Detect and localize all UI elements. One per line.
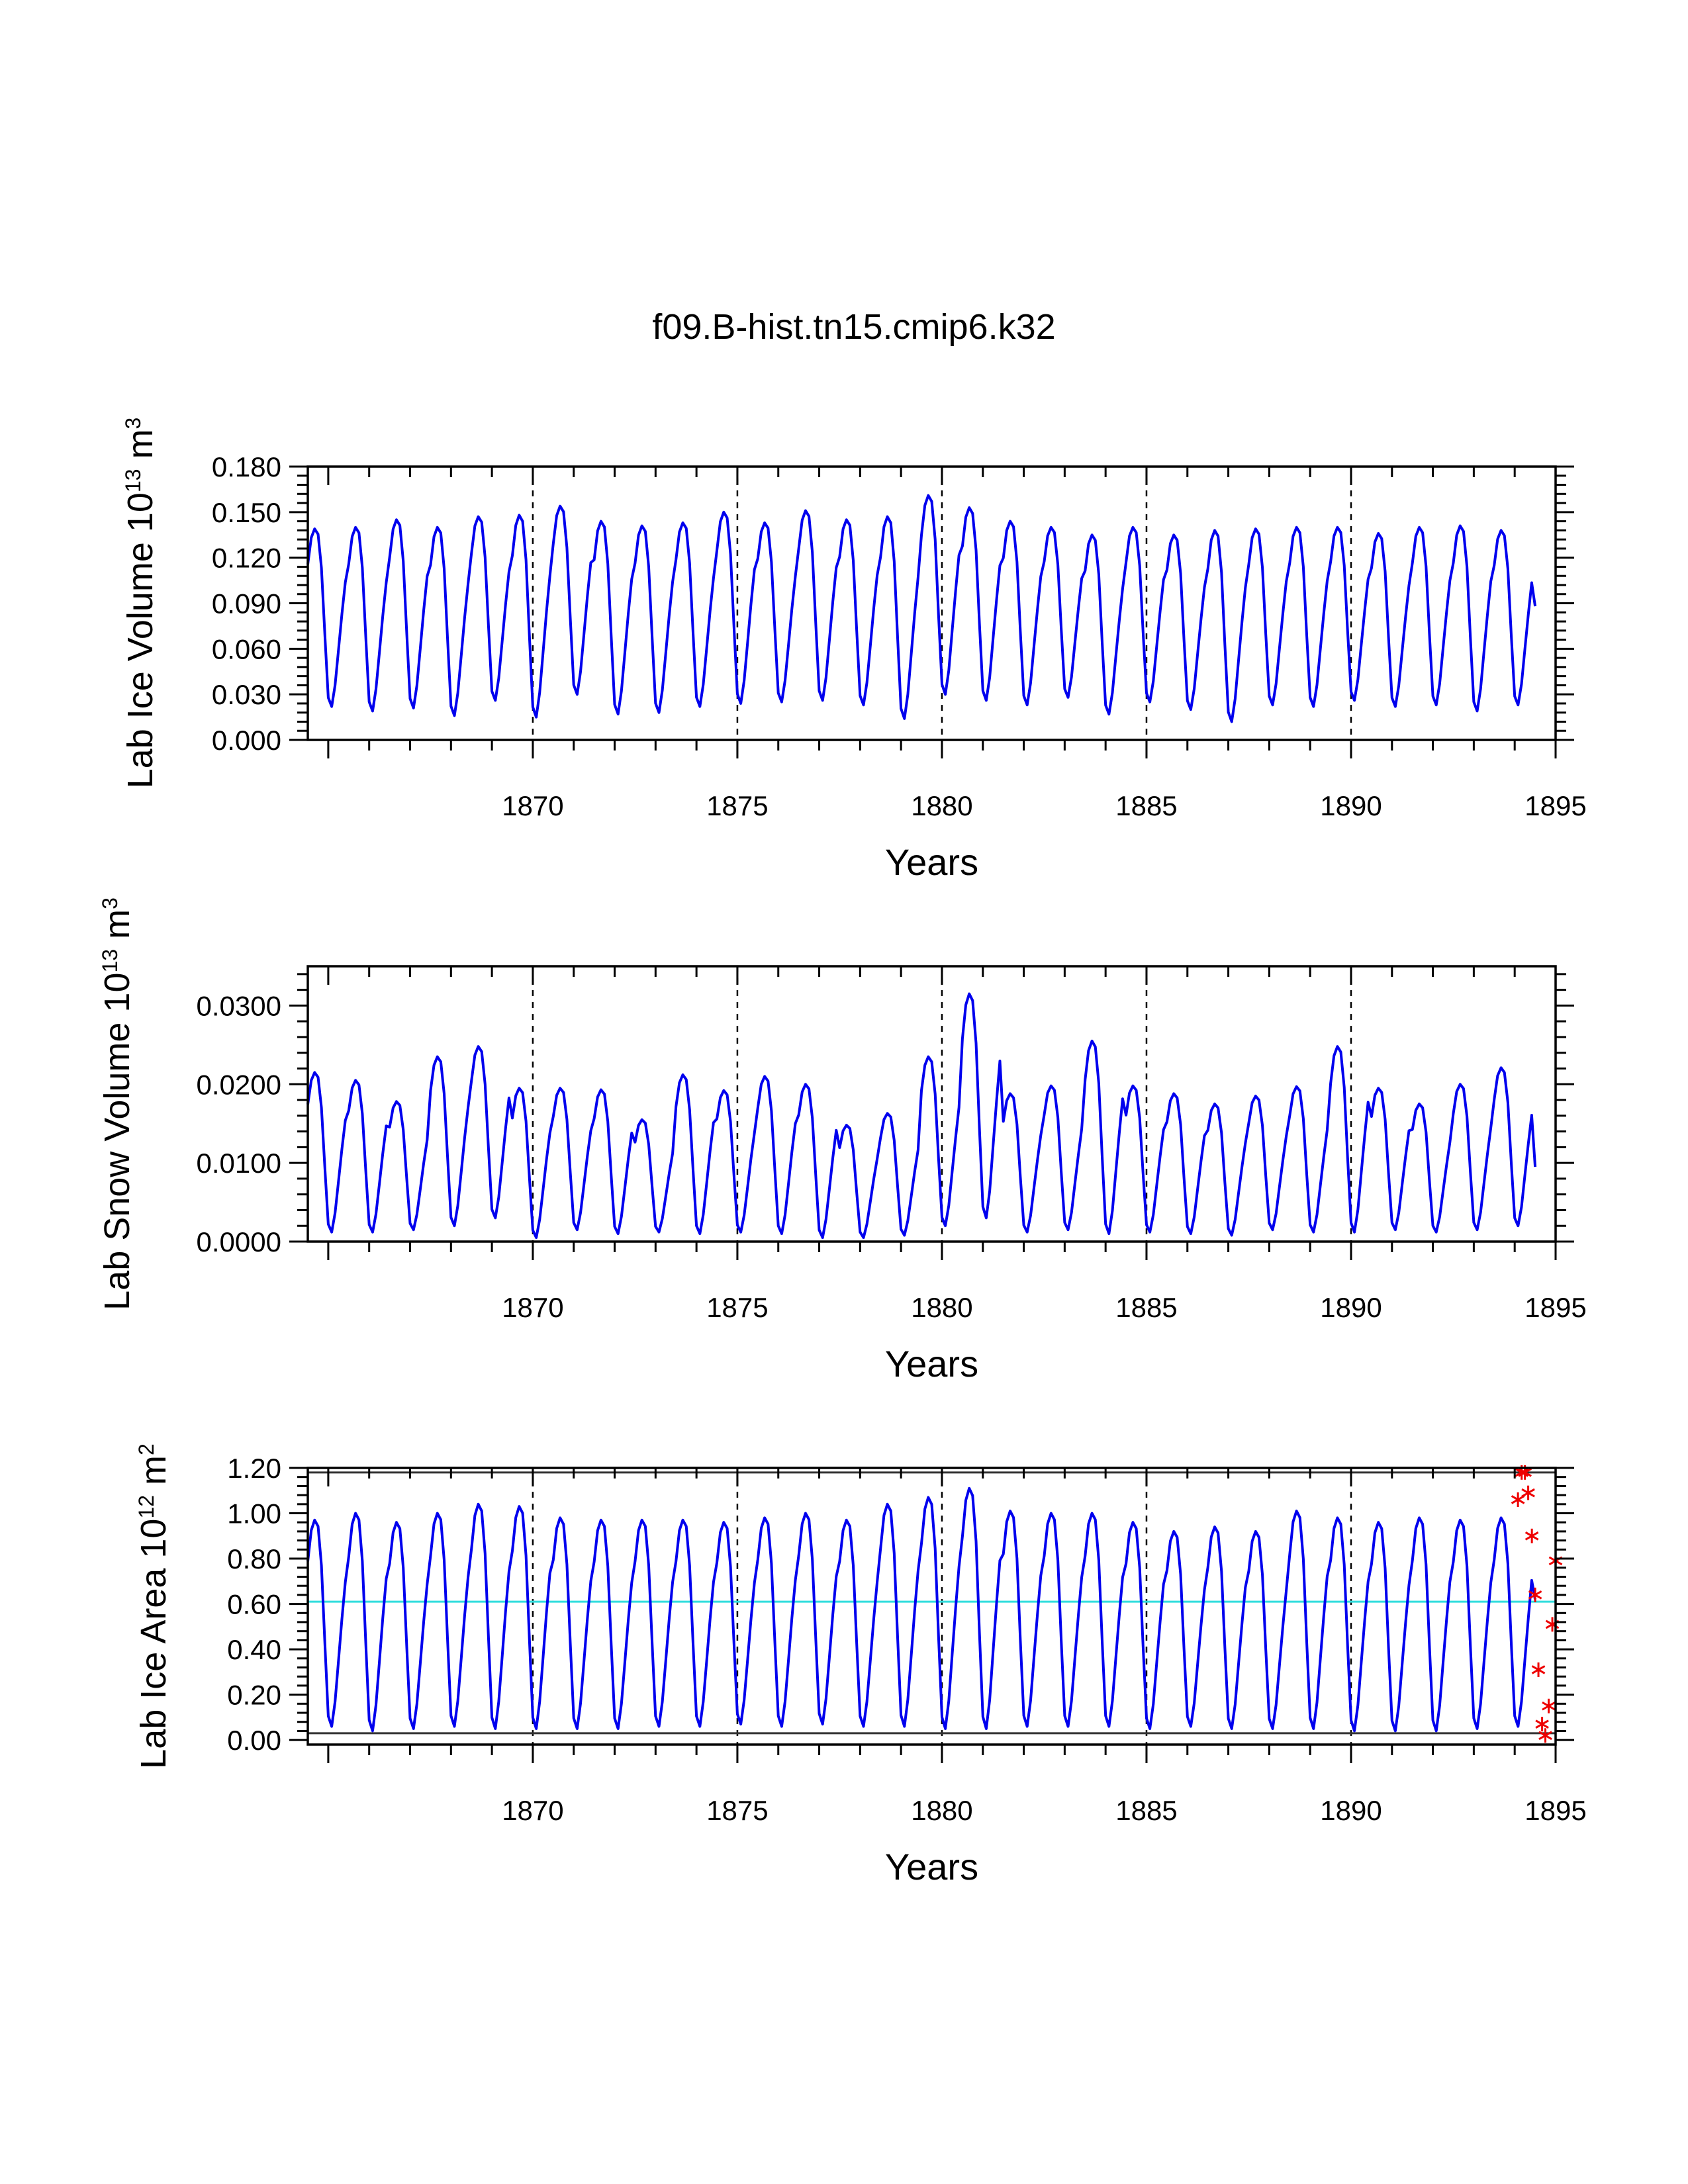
obs-marker xyxy=(1538,1728,1552,1743)
y-tick-label: 0.060 xyxy=(212,633,281,664)
x-tick-label: 1880 xyxy=(911,1795,972,1826)
x-tick-label: 1880 xyxy=(911,1292,972,1323)
ice-volume-panel: 1870 1875 1880 1885 1890 1895 0.000 0.030 0.060 0… xyxy=(120,418,1587,883)
x-tick-label: 1870 xyxy=(502,1795,563,1826)
series-line xyxy=(306,494,1537,723)
obs-marker xyxy=(1511,1492,1525,1507)
y-tick-label: 0.000 xyxy=(212,725,281,756)
snow-volume-panel: 1870 1875 1880 1885 1890 1895 0.0000 0.0100 0.02… xyxy=(97,897,1587,1385)
y-tick-label: 0.0300 xyxy=(197,990,281,1021)
obs-marker xyxy=(1524,1528,1539,1543)
y-tick-label: 0.150 xyxy=(212,497,281,528)
x-tick-label: 1870 xyxy=(502,790,563,821)
y-axis-title: Lab Ice Volume 1013 m3 xyxy=(120,418,160,789)
plot-frame xyxy=(306,965,1557,1243)
y-tick-label: 0.030 xyxy=(212,679,281,710)
y-tick-label: 0.180 xyxy=(212,451,281,482)
x-tick-label: 1885 xyxy=(1115,790,1177,821)
x-tick-label: 1890 xyxy=(1320,1292,1382,1323)
series-line xyxy=(306,1486,1537,1733)
obs-marker xyxy=(1531,1662,1546,1677)
y-tick-label: 0.80 xyxy=(227,1543,281,1574)
figure-title: f09.B-hist.tn15.cmip6.k32 xyxy=(652,307,1055,347)
y-tick-label: 0.40 xyxy=(227,1634,281,1665)
obs-marker xyxy=(1542,1698,1556,1713)
x-tick-label: 1895 xyxy=(1524,1292,1586,1323)
obs-marker xyxy=(1528,1587,1542,1602)
series-line xyxy=(306,992,1537,1240)
y-tick-label: 0.120 xyxy=(212,543,281,574)
y-tick-label: 0.090 xyxy=(212,588,281,619)
x-tick-label: 1875 xyxy=(706,1292,768,1323)
y-tick-label: 0.00 xyxy=(227,1725,281,1756)
x-tick-label: 1875 xyxy=(706,790,768,821)
obs-marker xyxy=(1545,1617,1560,1632)
y-tick-label: 0.0000 xyxy=(197,1226,281,1257)
y-axis-title: Lab Ice Area 1012 m2 xyxy=(134,1443,173,1769)
x-tick-label: 1870 xyxy=(502,1292,563,1323)
y-axis-title: Lab Snow Volume 1013 m3 xyxy=(97,897,137,1310)
x-tick-label: 1875 xyxy=(706,1795,768,1826)
x-tick-label: 1890 xyxy=(1320,790,1382,821)
x-tick-label: 1885 xyxy=(1115,1292,1177,1323)
plot-frame xyxy=(306,1467,1557,1746)
ice-area-panel: 1870 1875 1880 1885 1890 1895 0.00 0.20 0.40 0.60… xyxy=(134,1443,1587,1888)
x-tick-label: 1895 xyxy=(1524,1795,1586,1826)
y-tick-label: 0.0100 xyxy=(197,1148,281,1179)
y-tick-label: 1.20 xyxy=(227,1453,281,1484)
x-tick-label: 1895 xyxy=(1524,790,1586,821)
x-tick-label: 1885 xyxy=(1115,1795,1177,1826)
y-tick-label: 0.20 xyxy=(227,1680,281,1711)
obs-marker xyxy=(1521,1485,1535,1500)
x-tick-label: 1890 xyxy=(1320,1795,1382,1826)
obs-marker xyxy=(1535,1717,1549,1732)
x-axis-title: Years xyxy=(885,1343,978,1385)
x-tick-label: 1880 xyxy=(911,790,972,821)
x-axis-title: Years xyxy=(885,841,978,883)
y-tick-label: 0.0200 xyxy=(197,1069,281,1100)
y-tick-label: 0.60 xyxy=(227,1589,281,1620)
x-axis-title: Years xyxy=(885,1846,978,1888)
y-tick-label: 1.00 xyxy=(227,1498,281,1529)
